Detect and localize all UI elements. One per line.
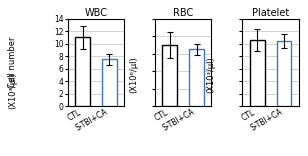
Text: Cell number: Cell number	[8, 37, 17, 88]
Text: (X10³/μl): (X10³/μl)	[206, 56, 216, 93]
Title: Platelet: Platelet	[252, 8, 289, 18]
Bar	[250, 40, 265, 106]
Bar	[102, 59, 117, 106]
Bar	[189, 49, 204, 106]
Bar	[75, 37, 90, 106]
Title: RBC: RBC	[173, 8, 193, 18]
Text: (X10³/μl): (X10³/μl)	[8, 72, 17, 109]
Title: WBC: WBC	[84, 8, 107, 18]
Bar	[162, 45, 177, 106]
Text: (X10⁶/μl): (X10⁶/μl)	[129, 56, 139, 93]
Bar	[277, 41, 291, 106]
